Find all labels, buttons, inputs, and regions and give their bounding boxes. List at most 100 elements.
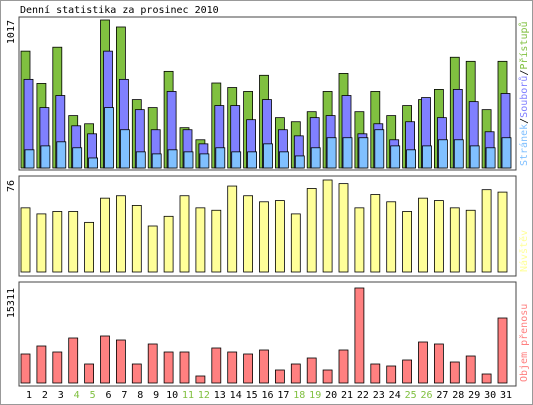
bar [342, 137, 353, 169]
x-tick-label: 28 [452, 390, 464, 401]
bar [84, 221, 94, 273]
bar [20, 207, 31, 273]
x-tick-label: 15 [246, 390, 258, 401]
x-tick-label: 6 [105, 390, 111, 401]
x-tick-label: 17 [277, 390, 289, 401]
bar [465, 209, 476, 273]
bar [433, 343, 444, 384]
legend-entry: Stránek [518, 124, 530, 166]
bar [485, 147, 496, 169]
bar [290, 213, 301, 273]
bar [243, 353, 254, 384]
x-tick-label: 13 [214, 390, 226, 401]
x-tick-label: 24 [389, 390, 401, 401]
bar [40, 145, 51, 169]
x-tick-label: 31 [500, 390, 512, 401]
bar [195, 207, 206, 273]
bar [179, 351, 190, 384]
bar [259, 349, 269, 384]
bar [390, 145, 401, 169]
bar [326, 137, 337, 169]
bar [453, 139, 464, 169]
bar [338, 349, 349, 384]
bar [24, 149, 35, 169]
legend: Stránek/Souborů/Přístupů [518, 21, 530, 166]
bar [370, 194, 381, 273]
bar [179, 195, 190, 273]
bar [52, 211, 63, 273]
bar [465, 355, 476, 384]
bar [433, 200, 444, 273]
x-tick-label: 4 [74, 390, 80, 401]
bar [437, 139, 448, 169]
bar [290, 363, 301, 384]
x-tick-label: 26 [420, 390, 432, 401]
bar [84, 363, 94, 384]
bar [358, 137, 369, 169]
legend-separator: / [519, 70, 530, 76]
x-tick-label: 16 [261, 390, 273, 401]
bar [56, 141, 67, 169]
legend: Objem přenosu [518, 304, 530, 382]
bar [147, 343, 158, 384]
bar [406, 149, 417, 169]
x-tick-label: 14 [230, 390, 242, 401]
bar [72, 147, 83, 169]
x-tick-label: 19 [309, 390, 321, 401]
bar [497, 191, 508, 273]
x-tick-label: 22 [357, 390, 369, 401]
x-tick-label: 9 [153, 390, 159, 401]
bar [338, 183, 349, 273]
x-tick-label: 12 [198, 390, 210, 401]
bar [306, 357, 317, 384]
bar [247, 151, 258, 169]
x-tick-label: 29 [468, 390, 480, 401]
bar [116, 339, 126, 384]
x-tick-label: 20 [325, 390, 337, 401]
bar [68, 337, 79, 384]
bar [354, 287, 365, 384]
bar [131, 205, 142, 273]
bar [354, 207, 365, 273]
x-tick-label: 30 [484, 390, 496, 401]
bar [501, 137, 512, 169]
bar [386, 365, 397, 384]
bar [211, 209, 222, 273]
x-tick-label: 3 [58, 390, 64, 401]
bar [36, 213, 47, 273]
bar [374, 129, 385, 169]
bar [167, 149, 178, 169]
x-tick-label: 2 [42, 390, 48, 401]
bar [402, 211, 413, 273]
bar [227, 185, 238, 273]
bar [278, 151, 289, 169]
bar [52, 351, 63, 384]
bar [231, 151, 242, 169]
bar [68, 211, 79, 273]
bar [402, 359, 413, 384]
bar [386, 201, 397, 273]
x-tick-label: 25 [405, 390, 417, 401]
bar [215, 147, 226, 169]
legend: Návštěv [518, 230, 530, 272]
bar [497, 317, 508, 384]
bar [135, 151, 146, 169]
bar [116, 195, 126, 273]
bar [36, 345, 47, 384]
chart-title: Denní statistika za prosinec 2010 [20, 4, 219, 16]
bar [418, 341, 428, 384]
bar [274, 369, 285, 384]
x-tick-label: 10 [166, 390, 178, 401]
bar [263, 143, 273, 169]
legend-entry: Návštěv [518, 230, 530, 272]
bar [243, 195, 254, 273]
bar [211, 347, 222, 384]
bar [88, 157, 98, 169]
bar [322, 179, 333, 273]
x-tick-label: 21 [341, 390, 353, 401]
bar [147, 225, 158, 273]
bar [259, 201, 269, 273]
bar [274, 200, 285, 273]
x-tick-label: 23 [373, 390, 385, 401]
y-tick-label: 76 [6, 180, 17, 192]
